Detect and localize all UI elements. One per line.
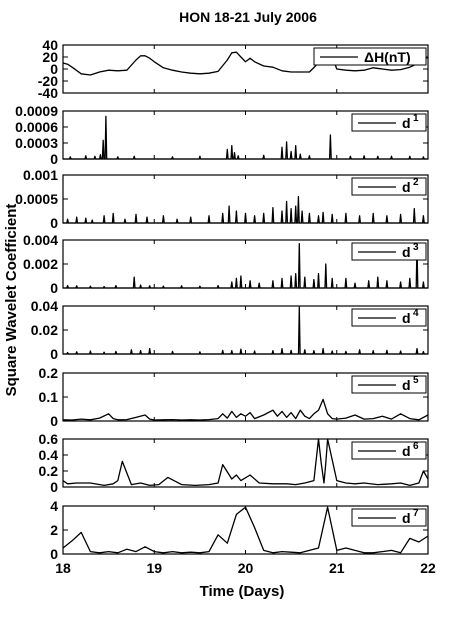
panel-5-ytick-label: 0.02 [31,322,58,338]
panel-1-ytick-label: 20 [42,49,58,65]
panel-2-legend-superscript: 1 [413,113,419,124]
panel-1-ytick-label: -20 [38,73,58,89]
panel-7-ytick-label: 0 [50,479,58,495]
panel-5-legend-superscript: 4 [413,308,419,319]
x-axis-label: Time (Days) [200,583,285,600]
panel-1-ytick-label: 0 [50,61,58,77]
panel-2-ytick-label: 0.0003 [15,135,58,151]
panel-4-ytick-label: 0.004 [23,232,58,248]
panel-3-ytick-label: 0 [50,215,58,231]
panel-1-legend-box [313,47,427,66]
panel-6-ytick-label: 0.1 [39,389,59,405]
panel-1-ytick-label: 40 [42,37,58,53]
panel-5-ytick-label: 0 [50,346,58,362]
x-tick-label: 19 [146,560,162,576]
panel-4-legend-superscript: 3 [413,242,419,253]
panel-6-legend-superscript: 5 [413,375,419,386]
x-tick-label: 18 [55,560,71,576]
panel-4-ytick-label: 0 [50,280,58,296]
x-tick-label: 21 [329,560,345,576]
panel-8-ytick-label: 4 [50,498,58,514]
panel-7-ytick-label: 0.6 [39,431,59,447]
panel-2-ytick-label: 0.0009 [15,103,58,119]
panel-6-legend-label: d [402,377,411,393]
panel-5-legend-label: d [402,310,411,326]
panel-1-series-line [62,51,429,76]
panel-3-legend-label: d [402,179,411,195]
panel-2-ytick-label: 0 [50,151,58,167]
panel-8-legend-superscript: 7 [413,508,419,519]
panel-1-ytick-label: -40 [38,85,58,101]
panel-3-legend-superscript: 2 [413,177,419,188]
figure-title: HON 18-21 July 2006 [179,9,317,25]
panel-2-ytick-label: 0.0006 [15,119,58,135]
panel-7-legend-label: d [402,443,411,459]
panel-4-legend-label: d [402,244,411,260]
panel-4-series-line [63,242,428,289]
panel-1-legend-label: ΔH(nT) [364,49,411,65]
panel-2-series-line [63,115,428,160]
panel-8-ytick-label: 0 [50,546,58,562]
panel-4-ytick-label: 0.002 [23,256,58,272]
panel-6-ytick-label: 0.2 [39,365,59,381]
panel-8-ytick-label: 2 [50,522,58,538]
panel-3-ytick-label: 0.0005 [15,191,58,207]
y-axis-label: Square Wavelet Coefficient [3,204,20,397]
panel-7-series-line [62,438,429,487]
panel-8-series-line [62,506,429,554]
panel-6-series-line [62,398,429,421]
panel-5-ytick-label: 0.04 [31,298,58,314]
panel-7-ytick-label: 0.4 [39,447,59,463]
panel-6-ytick-label: 0 [50,413,58,429]
panel-3-ytick-label: 0.001 [23,167,58,183]
panel-8-legend-label: d [402,510,411,526]
x-tick-label: 20 [238,560,254,576]
panel-5-series-line [63,306,428,355]
x-tick-label: 22 [420,560,436,576]
panel-7-ytick-label: 0.2 [39,463,59,479]
panel-2-legend-label: d [402,115,411,131]
panel-7-legend-superscript: 6 [413,441,419,452]
panel-3-series-line [63,195,428,224]
